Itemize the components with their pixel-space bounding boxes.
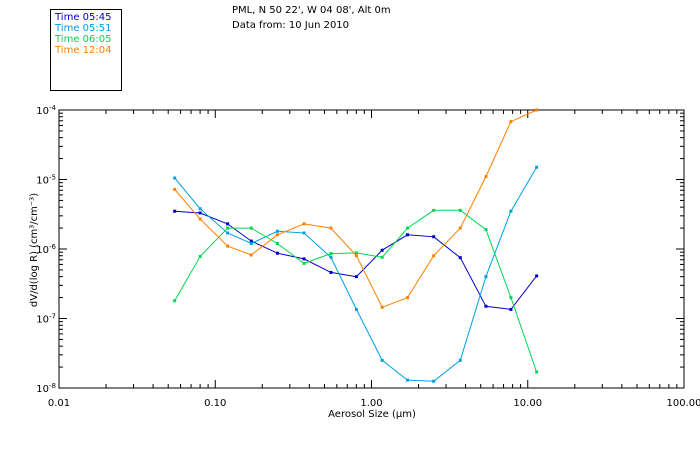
data-point bbox=[509, 296, 513, 300]
data-point bbox=[249, 253, 253, 257]
data-point bbox=[380, 255, 384, 259]
y-tick-label: 10-6 bbox=[36, 243, 56, 256]
data-point bbox=[458, 358, 462, 362]
data-point bbox=[509, 307, 513, 311]
data-point bbox=[432, 235, 436, 239]
data-point bbox=[226, 244, 230, 248]
y-tick-label: 10-7 bbox=[36, 313, 56, 326]
series-line-2 bbox=[174, 167, 538, 382]
data-point bbox=[302, 257, 306, 261]
y-tick-label: 10-4 bbox=[36, 104, 56, 117]
data-point bbox=[302, 222, 306, 226]
plot-frame bbox=[58, 109, 685, 389]
data-point bbox=[354, 307, 358, 311]
legend-item: Time 06:05 bbox=[55, 34, 112, 45]
data-point bbox=[249, 241, 253, 245]
data-point bbox=[173, 187, 177, 191]
y-tick-label: 10-5 bbox=[36, 174, 56, 187]
data-point bbox=[329, 226, 333, 230]
x-tick-label: 0.10 bbox=[204, 398, 226, 409]
data-point bbox=[198, 254, 202, 258]
data-point bbox=[275, 229, 279, 233]
x-axis-label: Aerosol Size (μm) bbox=[328, 409, 416, 420]
x-tick-label: 100.00 bbox=[667, 398, 700, 409]
data-point bbox=[432, 379, 436, 383]
data-point bbox=[484, 304, 488, 308]
y-tick-label: 10-8 bbox=[36, 382, 56, 395]
data-point bbox=[458, 226, 462, 230]
x-tick-label: 1.00 bbox=[360, 398, 382, 409]
axes bbox=[58, 109, 685, 389]
data-point bbox=[354, 275, 358, 279]
data-point bbox=[275, 251, 279, 255]
data-point bbox=[509, 209, 513, 213]
data-point bbox=[484, 175, 488, 179]
data-point bbox=[173, 299, 177, 303]
x-tick-label: 10.00 bbox=[513, 398, 542, 409]
data-point bbox=[380, 248, 384, 252]
data-point bbox=[249, 239, 253, 243]
tick-labels: 0.01 0.10 1.00 10.00 100.00 10-8 10-7 10-6 10-5 1… bbox=[36, 104, 700, 409]
data-point bbox=[406, 378, 410, 382]
series-layer bbox=[173, 108, 539, 383]
data-point bbox=[406, 233, 410, 237]
data-point bbox=[249, 226, 253, 230]
data-point bbox=[432, 254, 436, 258]
data-point bbox=[535, 370, 539, 374]
data-point bbox=[226, 222, 230, 226]
data-point bbox=[275, 233, 279, 237]
data-point bbox=[458, 208, 462, 212]
data-point bbox=[380, 305, 384, 309]
data-point bbox=[302, 231, 306, 235]
data-point bbox=[509, 120, 513, 124]
data-point bbox=[484, 275, 488, 279]
data-point bbox=[535, 108, 539, 112]
station-info: PML, N 50 22', W 04 08', Alt 0m bbox=[232, 5, 391, 16]
data-point bbox=[406, 226, 410, 230]
data-point bbox=[173, 176, 177, 180]
data-point bbox=[329, 255, 333, 259]
data-point bbox=[275, 241, 279, 245]
data-date: Data from: 10 Jun 2010 bbox=[232, 20, 350, 31]
data-point bbox=[484, 228, 488, 232]
data-point bbox=[198, 217, 202, 221]
data-point bbox=[329, 252, 333, 256]
data-point bbox=[198, 211, 202, 215]
data-point bbox=[173, 209, 177, 213]
data-point bbox=[226, 231, 230, 235]
data-point bbox=[302, 261, 306, 265]
data-point bbox=[458, 256, 462, 260]
data-point bbox=[535, 165, 539, 169]
data-point bbox=[198, 207, 202, 211]
data-point bbox=[432, 208, 436, 212]
data-point bbox=[226, 226, 230, 230]
legend: Time 05:45 Time 05:51 Time 06:05 Time 12… bbox=[50, 9, 122, 91]
data-point bbox=[329, 270, 333, 274]
legend-item: Time 05:45 bbox=[55, 12, 112, 23]
legend-item: Time 05:51 bbox=[55, 23, 112, 34]
legend-item: Time 12:04 bbox=[55, 45, 112, 56]
series-line-3 bbox=[174, 209, 538, 373]
data-point bbox=[380, 358, 384, 362]
data-point bbox=[354, 251, 358, 255]
x-tick-label: 0.01 bbox=[48, 398, 70, 409]
data-point bbox=[354, 254, 358, 258]
series-line-1 bbox=[174, 210, 537, 310]
data-point bbox=[406, 296, 410, 300]
data-point bbox=[535, 274, 539, 278]
y-axis-label: dV/d(log R) (cm³/cm⁻³) bbox=[29, 193, 40, 307]
